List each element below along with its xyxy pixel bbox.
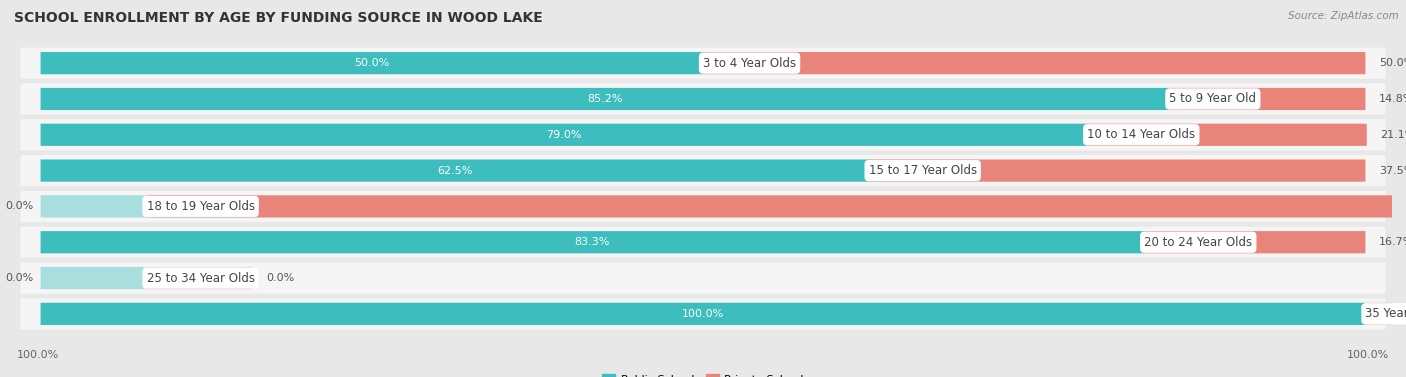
FancyBboxPatch shape <box>41 231 1144 253</box>
FancyBboxPatch shape <box>21 48 1385 79</box>
Text: 0.0%: 0.0% <box>6 201 34 211</box>
Text: 100.0%: 100.0% <box>682 309 724 319</box>
Text: 0.0%: 0.0% <box>266 273 294 283</box>
FancyBboxPatch shape <box>21 119 1385 150</box>
FancyBboxPatch shape <box>41 159 869 182</box>
FancyBboxPatch shape <box>41 303 1365 325</box>
FancyBboxPatch shape <box>41 124 1087 146</box>
Text: 50.0%: 50.0% <box>1379 58 1406 68</box>
FancyBboxPatch shape <box>21 262 1385 294</box>
Text: 50.0%: 50.0% <box>354 58 389 68</box>
FancyBboxPatch shape <box>146 195 1406 218</box>
Text: 15 to 17 Year Olds: 15 to 17 Year Olds <box>869 164 977 177</box>
FancyBboxPatch shape <box>1087 124 1367 146</box>
Text: 20 to 24 Year Olds: 20 to 24 Year Olds <box>1144 236 1253 249</box>
Text: 14.8%: 14.8% <box>1379 94 1406 104</box>
Text: 10 to 14 Year Olds: 10 to 14 Year Olds <box>1087 128 1195 141</box>
FancyBboxPatch shape <box>1144 231 1365 253</box>
Text: 62.5%: 62.5% <box>437 166 472 176</box>
Text: 18 to 19 Year Olds: 18 to 19 Year Olds <box>146 200 254 213</box>
FancyBboxPatch shape <box>41 267 146 289</box>
FancyBboxPatch shape <box>869 159 1365 182</box>
Text: 85.2%: 85.2% <box>588 94 623 104</box>
FancyBboxPatch shape <box>21 298 1385 329</box>
FancyBboxPatch shape <box>1365 303 1406 325</box>
Legend: Public School, Private School: Public School, Private School <box>598 369 808 377</box>
FancyBboxPatch shape <box>21 191 1385 222</box>
Text: 21.1%: 21.1% <box>1381 130 1406 140</box>
Text: 16.7%: 16.7% <box>1379 237 1406 247</box>
Text: 5 to 9 Year Old: 5 to 9 Year Old <box>1170 92 1257 106</box>
Text: 100.0%: 100.0% <box>1347 350 1389 360</box>
FancyBboxPatch shape <box>21 83 1385 115</box>
FancyBboxPatch shape <box>1170 88 1365 110</box>
Text: 79.0%: 79.0% <box>546 130 582 140</box>
Text: Source: ZipAtlas.com: Source: ZipAtlas.com <box>1288 11 1399 21</box>
FancyBboxPatch shape <box>41 88 1170 110</box>
FancyBboxPatch shape <box>146 267 253 289</box>
FancyBboxPatch shape <box>41 195 146 218</box>
Text: 35 Years and over: 35 Years and over <box>1365 307 1406 320</box>
Text: 37.5%: 37.5% <box>1379 166 1406 176</box>
FancyBboxPatch shape <box>21 155 1385 186</box>
FancyBboxPatch shape <box>21 227 1385 258</box>
FancyBboxPatch shape <box>41 52 703 74</box>
FancyBboxPatch shape <box>703 52 1365 74</box>
Text: 25 to 34 Year Olds: 25 to 34 Year Olds <box>146 271 254 285</box>
Text: 3 to 4 Year Olds: 3 to 4 Year Olds <box>703 57 796 70</box>
Text: 0.0%: 0.0% <box>6 273 34 283</box>
Text: SCHOOL ENROLLMENT BY AGE BY FUNDING SOURCE IN WOOD LAKE: SCHOOL ENROLLMENT BY AGE BY FUNDING SOUR… <box>14 11 543 25</box>
Text: 100.0%: 100.0% <box>17 350 59 360</box>
Text: 83.3%: 83.3% <box>575 237 610 247</box>
